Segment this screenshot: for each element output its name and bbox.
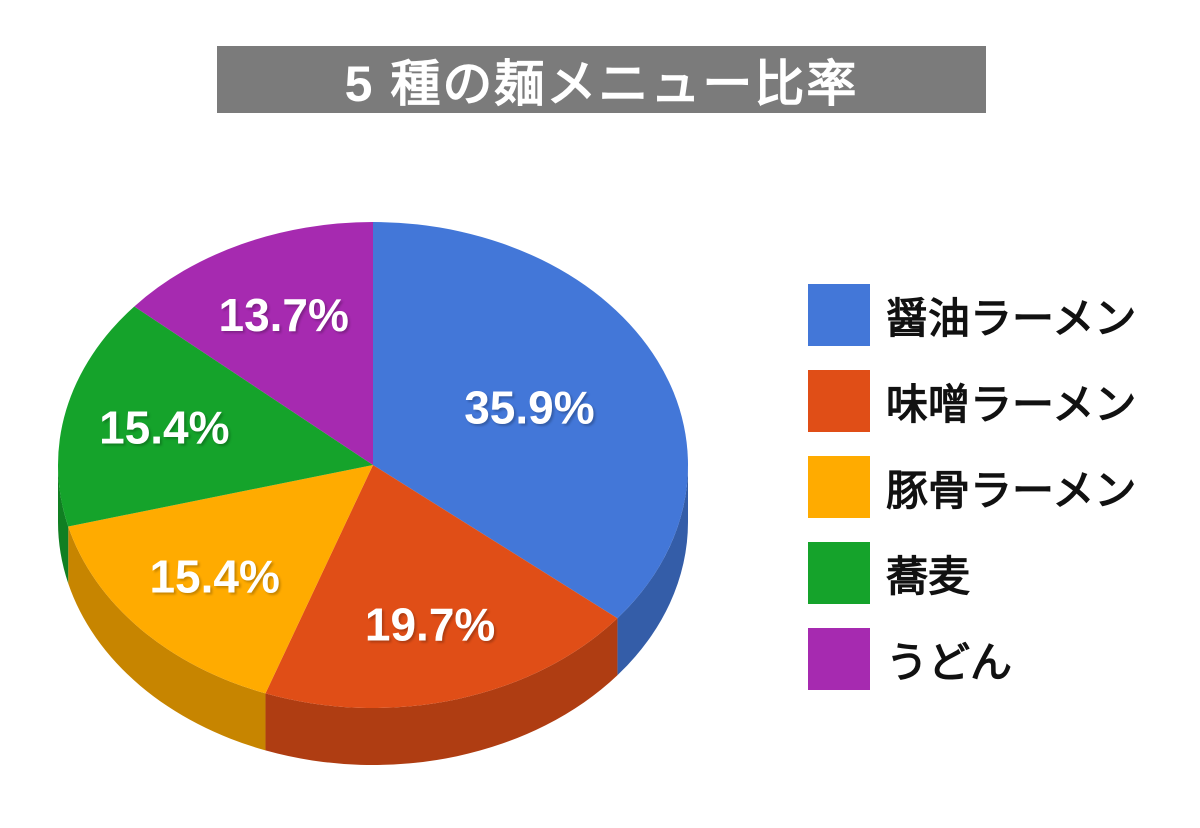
legend: 醤油ラーメン 味噌ラーメン 豚骨ラーメン 蕎麦うどん: [808, 284, 1136, 690]
pie-data-label: 15.4%: [99, 402, 229, 454]
legend-item: 醤油ラーメン: [808, 284, 1136, 346]
legend-label: 醤油ラーメン: [886, 294, 1137, 342]
legend-label: うどん: [886, 638, 1013, 686]
pie-slice: [68, 465, 374, 694]
pie-slice: [265, 465, 618, 708]
legend-label: 蕎麦: [886, 552, 971, 600]
legend-swatch: [808, 628, 870, 690]
legend-item: 蕎麦: [808, 542, 1136, 604]
pie-slice-side: [265, 618, 618, 765]
pie-data-label: 13.7%: [218, 289, 348, 341]
chart-title-banner: 5 種の麺メニュー比率: [217, 46, 986, 113]
pie-slice-side: [68, 526, 266, 751]
pie-data-label: 19.7%: [365, 598, 495, 650]
legend-item: 豚骨ラーメン: [808, 456, 1136, 518]
legend-swatch: [808, 284, 870, 346]
pie-slice-side: [58, 465, 69, 584]
pie-slice-side: [617, 465, 688, 676]
legend-item: うどん: [808, 628, 1136, 690]
legend-swatch: [808, 456, 870, 518]
pie-slice: [373, 222, 688, 619]
legend-swatch: [808, 542, 870, 604]
chart-title: 5 種の麺メニュー比率: [344, 55, 859, 112]
pie-slice: [57, 306, 373, 527]
pie-data-label: 35.9%: [464, 382, 594, 434]
pie-slice: [134, 222, 373, 465]
legend-label: 味噌ラーメン: [886, 380, 1137, 428]
legend-swatch: [808, 370, 870, 432]
pie-data-label: 15.4%: [149, 550, 279, 602]
legend-label: 豚骨ラーメン: [886, 466, 1137, 514]
legend-item: 味噌ラーメン: [808, 370, 1136, 432]
